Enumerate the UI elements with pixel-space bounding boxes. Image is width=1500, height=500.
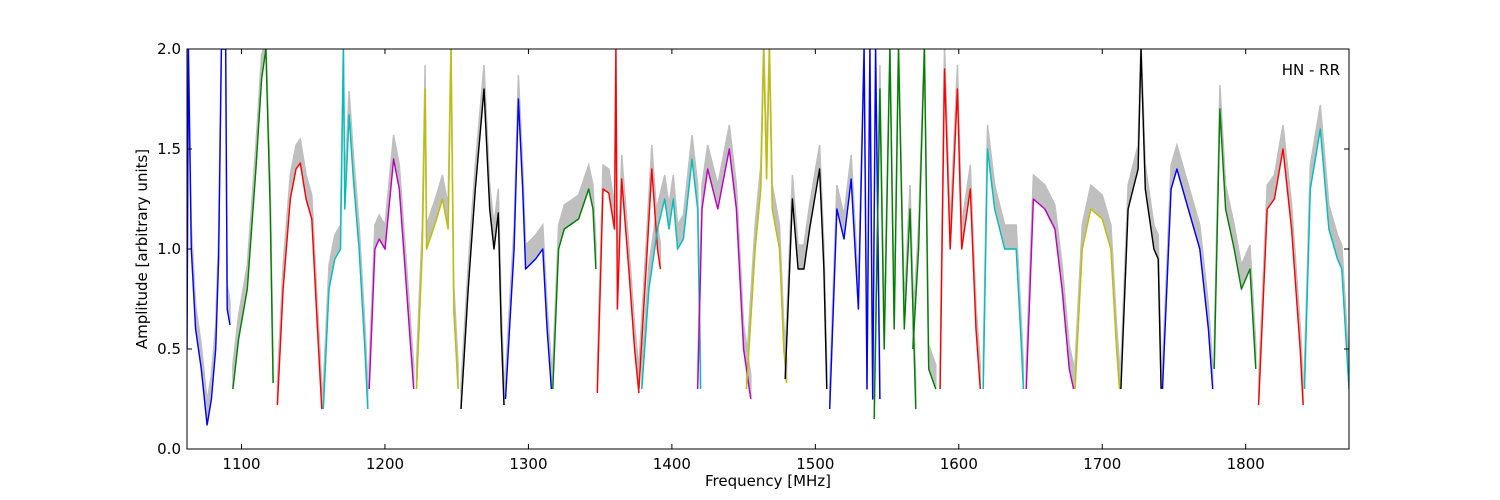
series-line-subband-3 bbox=[276, 162, 323, 410]
x-axis-label: Frequency [MHz] bbox=[705, 472, 831, 490]
panel-annotation: HN - RR bbox=[1282, 61, 1340, 79]
series-line-subband-18 bbox=[912, 49, 937, 390]
series-line-subband-22 bbox=[1074, 208, 1121, 390]
series-line-subband-12 bbox=[641, 158, 702, 390]
series-line-subband-24 bbox=[1161, 168, 1214, 390]
envelope-band bbox=[504, 74, 553, 400]
y-tick-label: 1.0 bbox=[157, 240, 181, 258]
x-tick-label: 1600 bbox=[940, 455, 978, 473]
envelope-band bbox=[368, 134, 415, 390]
series-line-subband-14 bbox=[745, 49, 788, 390]
envelope-band bbox=[322, 49, 369, 410]
envelope-band bbox=[552, 162, 597, 390]
envelope-band bbox=[745, 49, 788, 390]
envelope-band bbox=[1303, 104, 1349, 390]
series-line-subband-11 bbox=[638, 168, 662, 390]
series-line-subband-16 bbox=[829, 49, 881, 410]
series-line-subband-20 bbox=[982, 148, 1025, 390]
series-line-subband-8 bbox=[504, 98, 553, 400]
envelope-band bbox=[596, 49, 640, 394]
x-tick-label: 1500 bbox=[796, 455, 834, 473]
series-line-subband-6 bbox=[415, 49, 459, 390]
x-tick-label: 1200 bbox=[366, 455, 404, 473]
y-tick-label: 0.5 bbox=[157, 340, 181, 358]
x-tick-label: 1100 bbox=[222, 455, 260, 473]
series-line-subband-23 bbox=[1120, 49, 1162, 390]
series-line-subband-9 bbox=[552, 188, 597, 390]
envelope-band bbox=[187, 49, 231, 426]
envelope-band bbox=[696, 124, 752, 400]
series-line-subband-7 bbox=[460, 88, 505, 410]
x-tick-label: 1400 bbox=[653, 455, 691, 473]
series-line-subband-26 bbox=[1257, 148, 1304, 406]
y-tick-label: 2.0 bbox=[157, 40, 181, 58]
series-line-subband-1 bbox=[187, 49, 231, 426]
series-line-subband-15 bbox=[784, 168, 828, 390]
envelope-band bbox=[1120, 49, 1162, 390]
series-line-subband-25 bbox=[1213, 108, 1257, 370]
y-axis-label: Amplitude [arbitrary units] bbox=[133, 149, 151, 349]
series-line-subband-5 bbox=[368, 158, 415, 390]
series-line-subband-2 bbox=[232, 49, 274, 390]
series-line-subband-13 bbox=[697, 148, 752, 400]
y-tick-label: 1.5 bbox=[157, 140, 181, 158]
x-tick-label: 1700 bbox=[1083, 455, 1121, 473]
y-tick-label: 0.0 bbox=[157, 440, 181, 458]
x-tick-label: 1800 bbox=[1227, 455, 1265, 473]
y-axis: 0.0 0.5 1.0 1.5 2.0 bbox=[157, 40, 1349, 458]
series-line-subband-19 bbox=[939, 68, 981, 390]
x-tick-label: 1300 bbox=[509, 455, 547, 473]
series-line-subband-10 bbox=[596, 49, 640, 394]
series-line-subband-21 bbox=[1025, 198, 1075, 390]
envelope-band bbox=[460, 64, 505, 410]
envelope-band bbox=[1161, 142, 1214, 390]
x-axis: 1100 1200 1300 1400 1500 1600 1700 1800 bbox=[222, 49, 1265, 473]
series-line-subband-27 bbox=[1303, 128, 1349, 390]
series-line-subband-4 bbox=[322, 49, 369, 410]
series-lines bbox=[187, 49, 1349, 426]
series-line-subband-17 bbox=[873, 49, 917, 420]
